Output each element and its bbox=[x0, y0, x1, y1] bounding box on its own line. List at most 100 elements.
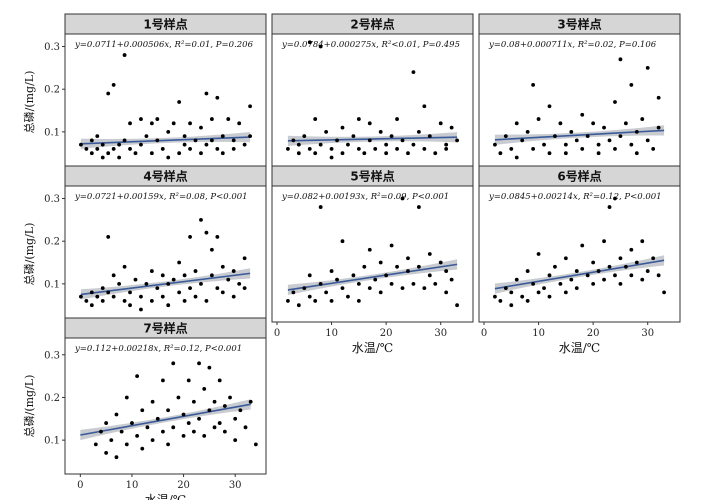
data-point bbox=[536, 290, 541, 295]
data-point bbox=[209, 273, 214, 278]
data-point bbox=[193, 138, 198, 143]
data-point bbox=[111, 273, 116, 278]
data-point bbox=[238, 408, 243, 413]
data-point bbox=[411, 142, 416, 147]
data-point bbox=[542, 286, 546, 291]
data-point bbox=[100, 299, 105, 303]
data-point bbox=[503, 286, 508, 291]
equation-label: y=0.0721+0.00159x, R²=0.08, P<0.001 bbox=[74, 192, 248, 202]
data-point bbox=[356, 147, 361, 151]
data-point bbox=[640, 239, 645, 244]
data-point bbox=[503, 134, 508, 139]
data-point bbox=[220, 290, 225, 295]
data-point bbox=[161, 429, 165, 434]
data-point bbox=[444, 142, 449, 147]
data-point bbox=[656, 95, 661, 100]
data-point bbox=[109, 438, 114, 443]
x-tick-label: 0 bbox=[274, 328, 280, 339]
data-point bbox=[217, 378, 222, 383]
panel-title: 1号样点 bbox=[143, 17, 187, 32]
data-point bbox=[329, 147, 334, 151]
data-point bbox=[367, 121, 372, 126]
data-point bbox=[100, 142, 105, 147]
data-point bbox=[329, 299, 334, 303]
data-point bbox=[356, 117, 361, 121]
data-point bbox=[378, 129, 383, 134]
data-point bbox=[351, 273, 356, 278]
data-point bbox=[233, 416, 238, 421]
data-point bbox=[629, 83, 634, 87]
data-point bbox=[243, 425, 248, 430]
data-point bbox=[318, 205, 323, 209]
data-point bbox=[106, 290, 111, 295]
data-point bbox=[171, 277, 176, 282]
data-point bbox=[623, 264, 628, 269]
data-point bbox=[596, 151, 601, 156]
data-point bbox=[117, 281, 122, 286]
data-point bbox=[629, 247, 634, 252]
data-point bbox=[651, 256, 656, 261]
data-point bbox=[286, 299, 290, 303]
regression-line bbox=[494, 259, 665, 290]
data-point bbox=[618, 134, 623, 139]
panel-title: 4号样点 bbox=[143, 169, 187, 184]
data-point bbox=[607, 138, 612, 143]
data-point bbox=[455, 303, 459, 308]
data-point bbox=[226, 117, 231, 121]
data-point bbox=[340, 286, 345, 291]
data-point bbox=[226, 277, 231, 282]
data-point bbox=[509, 290, 514, 295]
data-point bbox=[114, 455, 119, 460]
data-point bbox=[217, 421, 222, 425]
data-point bbox=[149, 151, 154, 156]
data-point bbox=[389, 281, 394, 286]
data-point bbox=[395, 147, 399, 151]
data-point bbox=[89, 151, 94, 156]
data-point bbox=[558, 281, 563, 286]
data-point bbox=[166, 442, 170, 447]
x-tick-label: 30 bbox=[229, 480, 242, 491]
data-point bbox=[498, 151, 503, 156]
data-point bbox=[186, 378, 191, 383]
panel-6: 6号样点 y=0.0845+0.00214x, R²=0.12, P<0.001 0… bbox=[478, 165, 681, 355]
data-point bbox=[623, 121, 628, 126]
data-point bbox=[329, 155, 334, 160]
data-point bbox=[228, 395, 232, 400]
data-point bbox=[188, 286, 192, 291]
x-tick-label: 20 bbox=[177, 480, 190, 491]
equation-label: y=0.112+0.00218x, R²=0.12, P<0.001 bbox=[74, 344, 242, 354]
data-point bbox=[166, 155, 171, 160]
data-point bbox=[531, 83, 536, 87]
panel-3: 3号样点 y=0.08+0.000711x, R²=0.02, P=0.106 bbox=[478, 13, 681, 171]
data-point bbox=[106, 235, 111, 239]
panel-title: 2号样点 bbox=[350, 17, 394, 32]
data-point bbox=[662, 290, 666, 295]
data-point bbox=[563, 256, 568, 261]
data-point bbox=[177, 290, 182, 295]
data-point bbox=[525, 129, 530, 134]
data-point bbox=[596, 142, 601, 147]
equation-label: y=0.082+0.00193x, R²=0.09, P<0.001 bbox=[281, 192, 449, 202]
data-point bbox=[536, 117, 541, 121]
data-point bbox=[367, 138, 372, 143]
data-point bbox=[79, 142, 83, 147]
data-point bbox=[237, 281, 242, 286]
data-point bbox=[629, 273, 634, 278]
data-point bbox=[89, 303, 94, 308]
data-point bbox=[231, 147, 236, 151]
data-point bbox=[199, 151, 203, 156]
y-tick-label: 0.1 bbox=[44, 127, 60, 138]
data-point bbox=[629, 142, 634, 147]
panel-title: 7号样点 bbox=[143, 321, 187, 336]
data-point bbox=[395, 264, 399, 269]
data-point bbox=[130, 421, 134, 425]
data-point bbox=[135, 374, 140, 379]
data-point bbox=[563, 151, 568, 156]
data-point bbox=[498, 299, 503, 303]
data-point bbox=[177, 260, 182, 265]
data-point bbox=[563, 142, 568, 147]
data-point bbox=[645, 269, 650, 273]
data-point bbox=[324, 129, 329, 134]
data-point bbox=[193, 269, 198, 273]
data-point bbox=[220, 151, 225, 156]
